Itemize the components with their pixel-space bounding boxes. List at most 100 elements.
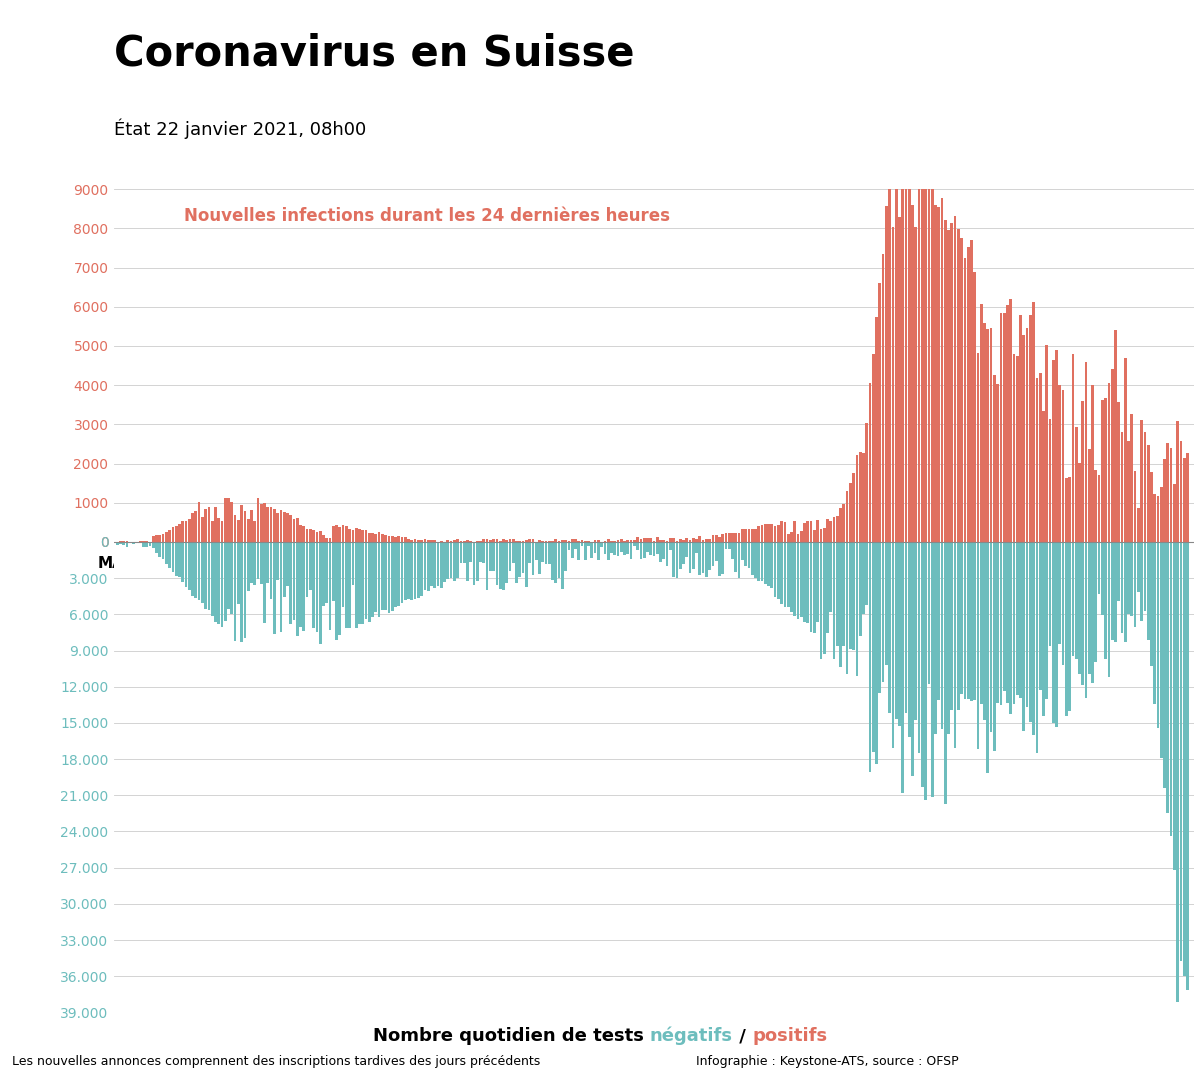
Bar (784, 542, 786, 607)
Bar (780, 521, 784, 542)
Bar (414, 540, 416, 542)
Bar (594, 540, 596, 542)
Bar (178, 542, 181, 577)
Bar (410, 541, 413, 542)
Bar (920, 542, 924, 787)
Bar (895, 187, 898, 542)
Bar (427, 541, 430, 542)
Bar (424, 542, 426, 590)
Bar (901, 542, 904, 794)
Bar (947, 542, 950, 733)
Bar (640, 542, 642, 559)
Bar (1124, 359, 1127, 542)
Bar (335, 542, 338, 640)
Bar (846, 542, 848, 674)
Bar (492, 542, 496, 571)
Bar (158, 535, 161, 542)
Bar (944, 542, 947, 805)
Bar (1039, 542, 1042, 690)
Bar (1094, 542, 1097, 662)
Bar (227, 542, 230, 609)
Bar (452, 541, 456, 542)
Bar (1028, 316, 1032, 542)
Bar (914, 227, 917, 542)
Bar (1068, 477, 1072, 542)
Bar (970, 542, 973, 701)
Bar (116, 542, 119, 545)
Bar (740, 529, 744, 542)
Bar (1000, 313, 1002, 542)
Bar (236, 520, 240, 542)
Text: négatifs: négatifs (650, 1026, 733, 1046)
Bar (934, 205, 937, 542)
Bar (185, 542, 187, 587)
Bar (947, 229, 950, 542)
Bar (872, 542, 875, 753)
Bar (208, 507, 210, 542)
Bar (1117, 542, 1120, 601)
Bar (1036, 542, 1038, 753)
Bar (692, 537, 695, 542)
Bar (1124, 542, 1127, 642)
Bar (299, 542, 302, 627)
Bar (653, 542, 655, 557)
Bar (200, 542, 204, 603)
Bar (204, 509, 208, 542)
Bar (365, 530, 367, 542)
Bar (240, 505, 244, 542)
Bar (668, 538, 672, 542)
Bar (1104, 398, 1108, 542)
Bar (1100, 542, 1104, 615)
Bar (617, 542, 619, 556)
Bar (401, 542, 403, 603)
Bar (970, 240, 973, 542)
Bar (1003, 542, 1006, 690)
Bar (1058, 542, 1061, 644)
Bar (1098, 542, 1100, 593)
Bar (1140, 420, 1144, 542)
Bar (793, 542, 796, 616)
Bar (630, 542, 632, 559)
Bar (1032, 303, 1036, 542)
Text: Nouvelles infections durant les 24 dernières heures: Nouvelles infections durant les 24 derni… (185, 207, 671, 225)
Bar (767, 524, 770, 542)
Bar (764, 542, 767, 584)
Bar (1019, 314, 1022, 542)
Bar (1042, 542, 1045, 715)
Bar (607, 540, 610, 542)
Bar (535, 542, 538, 560)
Bar (812, 530, 816, 542)
Bar (355, 542, 358, 628)
Bar (247, 519, 250, 542)
Bar (502, 540, 505, 542)
Bar (774, 542, 776, 597)
Bar (584, 541, 587, 542)
Bar (908, 171, 911, 542)
Bar (689, 541, 691, 542)
Bar (214, 542, 217, 621)
Bar (721, 534, 724, 542)
Bar (266, 506, 269, 542)
Bar (725, 533, 727, 542)
Bar (833, 542, 835, 659)
Bar (329, 542, 331, 630)
Bar (836, 542, 839, 646)
Bar (1064, 478, 1068, 542)
Bar (551, 541, 554, 542)
Bar (977, 542, 979, 749)
Bar (1104, 542, 1108, 659)
Bar (214, 507, 217, 542)
Bar (407, 538, 410, 542)
Bar (1153, 542, 1156, 703)
Bar (152, 542, 155, 548)
Bar (574, 538, 577, 542)
Bar (901, 169, 904, 542)
Bar (776, 542, 780, 600)
Bar (391, 542, 394, 612)
Bar (325, 537, 328, 542)
Text: Infographie : Keystone-ATS, source : OFSP: Infographie : Keystone-ATS, source : OFS… (696, 1055, 959, 1068)
Bar (296, 518, 299, 542)
Bar (283, 513, 286, 542)
Bar (482, 542, 485, 562)
Bar (1108, 542, 1110, 676)
